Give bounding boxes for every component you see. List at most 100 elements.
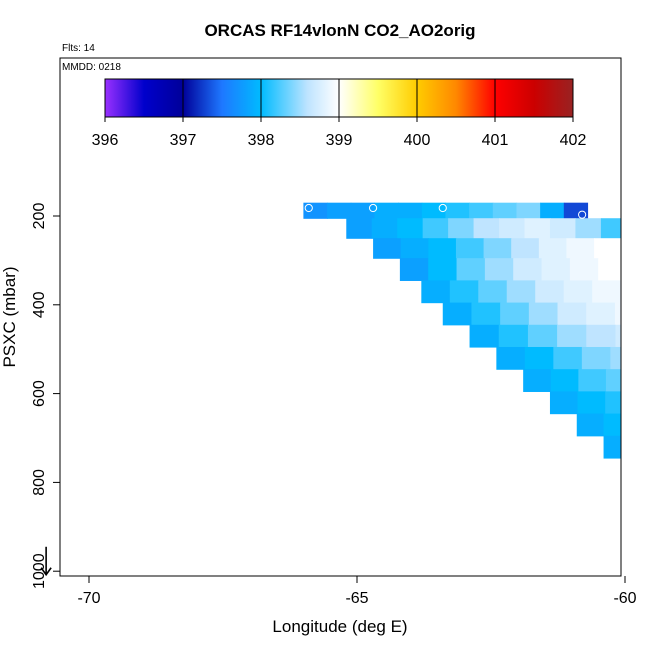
heatmap-cell — [513, 258, 543, 281]
observation-point — [438, 203, 447, 213]
heatmap-cell — [586, 324, 617, 348]
heatmap-cell — [620, 280, 621, 304]
heatmap-cell — [398, 202, 423, 219]
heatmap-cell — [527, 324, 558, 348]
heatmap-cell — [598, 258, 621, 281]
heatmap-cell — [484, 258, 514, 281]
heatmap-cell — [603, 435, 621, 459]
heatmap-cell — [421, 280, 451, 304]
heatmap-cell — [506, 280, 536, 304]
heatmap-cell — [553, 346, 583, 370]
heatmap-cell — [614, 302, 621, 326]
heatmap-cell — [594, 238, 621, 259]
y-tick-label: 600 — [31, 380, 48, 407]
observation-point — [304, 203, 313, 213]
heatmap-cell — [421, 202, 447, 219]
heatmap-cell — [346, 218, 373, 239]
observation-point — [578, 210, 587, 219]
y-axis: 200 400 600 800 1000 — [31, 203, 60, 589]
heatmap-cell — [615, 324, 621, 348]
observation-points — [304, 203, 644, 262]
heatmap-cell — [535, 280, 565, 304]
heatmap-cell — [473, 218, 500, 239]
colorbar-tick-label: 401 — [482, 132, 509, 149]
heatmap-cell — [399, 258, 429, 281]
heatmap-cell — [605, 391, 621, 415]
flights-label: Flts: 14 — [62, 43, 95, 54]
heatmap-cell — [528, 302, 559, 326]
y-tick-label: 200 — [31, 203, 48, 230]
heatmap-cell — [592, 280, 621, 304]
heatmap-cell — [566, 238, 595, 259]
x-axis-label: Longitude (deg E) — [272, 617, 407, 636]
heatmap-cell — [499, 218, 526, 239]
heatmap-cell — [586, 302, 616, 326]
heatmap-cell — [633, 391, 650, 414]
heatmap-cell — [492, 202, 518, 219]
heatmap-cell — [576, 413, 605, 437]
heatmap-cell — [550, 369, 579, 392]
heatmap-cell — [538, 238, 568, 259]
colorbar-tick-label: 400 — [404, 132, 431, 149]
observation-point — [637, 255, 644, 262]
heatmap-cell — [350, 202, 376, 219]
heatmap-cell — [303, 202, 328, 219]
heatmap-cell — [496, 346, 526, 370]
observation-point — [368, 203, 378, 213]
heatmap-cell — [397, 218, 424, 239]
heatmap-cell — [500, 302, 530, 326]
colorbar-tick-label: 402 — [560, 132, 587, 149]
heatmap-cell — [524, 218, 551, 239]
heatmap-cell — [455, 238, 485, 259]
x-tick-label: -70 — [77, 590, 100, 607]
heatmap-cell — [428, 258, 458, 281]
heatmap-cell — [327, 202, 352, 219]
heatmap-cell — [400, 238, 429, 259]
colorbar-ticks: 396 397 398 399 400 401 402 — [92, 79, 587, 149]
heatmap-cell — [541, 258, 571, 281]
x-axis: -70-65-60-55-50 — [77, 576, 637, 607]
heatmap-cell — [373, 238, 402, 259]
arrow-head — [40, 567, 52, 577]
arrow-marker — [40, 546, 52, 577]
y-tick-label: 400 — [31, 291, 48, 318]
y-tick-label: 1000 — [31, 553, 48, 589]
x-tick-label: -65 — [345, 590, 368, 607]
heatmap-cell — [630, 458, 650, 481]
heatmap-cell — [422, 218, 449, 239]
heatmap-cell — [549, 218, 577, 239]
heatmap-cell — [603, 413, 621, 437]
heatmap-cell — [563, 280, 593, 304]
heatmap-cell — [456, 258, 486, 281]
colorbar-tick-label: 398 — [248, 132, 275, 149]
heatmap-cell — [627, 258, 650, 281]
date-label: MMDD: 0218 — [62, 62, 121, 73]
heatmap-cell — [645, 325, 650, 348]
heatmap-cell — [442, 302, 473, 326]
heatmap-cell — [516, 202, 541, 219]
heatmap-cell — [448, 218, 475, 239]
heatmap-cell — [371, 218, 398, 239]
heatmap-cell — [557, 324, 587, 348]
heatmap-cell — [569, 258, 599, 281]
heatmap-cell — [577, 391, 606, 415]
heatmap-cell — [610, 346, 621, 370]
heatmap-cell — [557, 302, 587, 326]
x-tick-label: -60 — [613, 590, 636, 607]
heatmap-cell — [563, 202, 589, 219]
heatmap-cell — [605, 369, 621, 392]
heatmap-cell — [524, 346, 554, 370]
heatmap-cell — [374, 202, 399, 219]
heatmap-cell — [445, 202, 470, 219]
heatmap-cell — [469, 324, 500, 348]
heatmap-cell — [483, 238, 512, 259]
y-axis-label: PSXC (mbar) — [0, 266, 19, 367]
y-tick-label: 800 — [31, 469, 48, 496]
heatmap — [303, 202, 650, 481]
heatmap-cell — [578, 369, 607, 392]
heatmap-cell — [549, 391, 579, 415]
heatmap-cell — [600, 218, 621, 239]
heatmap-cell — [644, 303, 650, 326]
heatmap-cell — [622, 238, 650, 259]
